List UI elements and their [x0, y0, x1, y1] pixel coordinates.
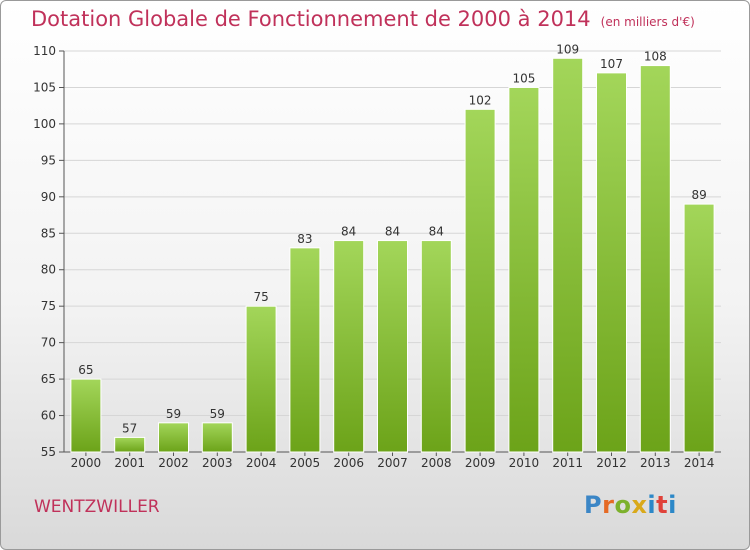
y-tick-label: 100 [33, 117, 56, 131]
value-label-2002: 59 [166, 407, 181, 421]
y-tick-label: 65 [41, 372, 56, 386]
value-label-2003: 59 [210, 407, 225, 421]
x-tick-label-2010: 2010 [509, 456, 540, 470]
bar-2009 [464, 108, 496, 453]
value-label-2000: 65 [78, 363, 93, 377]
value-label-2013: 108 [644, 50, 667, 64]
value-label-2004: 75 [253, 290, 268, 304]
x-tick-label-2013: 2013 [640, 456, 671, 470]
value-label-2011: 109 [556, 42, 579, 56]
bars [70, 57, 715, 453]
value-label-2014: 89 [691, 188, 706, 202]
y-tick-label: 85 [41, 226, 56, 240]
value-label-2006: 84 [341, 225, 356, 239]
y-tick-label: 90 [41, 190, 56, 204]
value-label-2001: 57 [122, 421, 137, 435]
value-label-2012: 107 [600, 57, 623, 71]
y-tick-label: 80 [41, 263, 56, 277]
bar-2010 [508, 86, 540, 453]
value-label-2008: 84 [429, 225, 444, 239]
bar-2011 [552, 57, 584, 453]
commune-name: WENTZWILLER [34, 497, 160, 517]
bar-2001 [114, 436, 146, 453]
bar-2007 [377, 240, 408, 453]
bar-2005 [289, 247, 321, 453]
bar-2006 [333, 240, 365, 453]
value-label-2009: 102 [469, 93, 492, 107]
bar-2004 [245, 305, 277, 453]
x-tick-label-2009: 2009 [465, 456, 496, 470]
chart-title: Dotation Globale de Fonctionnement de 20… [31, 7, 695, 31]
value-label-2005: 83 [297, 232, 312, 246]
y-tick-label: 70 [41, 336, 56, 350]
bar-2000 [70, 378, 102, 453]
y-tick-label: 75 [41, 299, 56, 313]
y-tick-label: 60 [41, 409, 56, 423]
y-tick-label: 110 [33, 44, 56, 58]
bar-2003 [201, 422, 233, 453]
x-tick-label-2005: 2005 [290, 456, 321, 470]
chart-title-text: Dotation Globale de Fonctionnement de 20… [31, 7, 591, 31]
y-tick-label: 55 [41, 445, 56, 459]
x-tick-label-2001: 2001 [114, 456, 145, 470]
proxiti-logo: Proxiti [584, 491, 677, 519]
chart-unit-note: (en milliers d'€) [600, 15, 695, 29]
x-tick-label-2004: 2004 [246, 456, 277, 470]
labels: 2000 65 2001 57 2002 59 2003 59 2004 75 2005 83 2006… [71, 42, 715, 470]
x-tick-label-2008: 2008 [421, 456, 452, 470]
value-label-2007: 84 [385, 225, 400, 239]
x-tick-label-2011: 2011 [552, 456, 583, 470]
y-tick-label: 105 [33, 80, 56, 94]
value-label-2010: 105 [512, 71, 535, 85]
bar-2014 [683, 203, 715, 453]
x-tick-label-2007: 2007 [377, 456, 408, 470]
y-tick-label: 95 [41, 153, 56, 167]
bar-2002 [158, 422, 189, 453]
bar-2012 [596, 72, 627, 453]
x-tick-label-2012: 2012 [596, 456, 627, 470]
x-tick-label-2014: 2014 [684, 456, 715, 470]
bar-2008 [420, 240, 452, 453]
x-tick-label-2006: 2006 [333, 456, 364, 470]
x-tick-label-2003: 2003 [202, 456, 233, 470]
x-tick-label-2000: 2000 [71, 456, 102, 470]
bar-2013 [639, 65, 671, 453]
x-tick-label-2002: 2002 [158, 456, 189, 470]
